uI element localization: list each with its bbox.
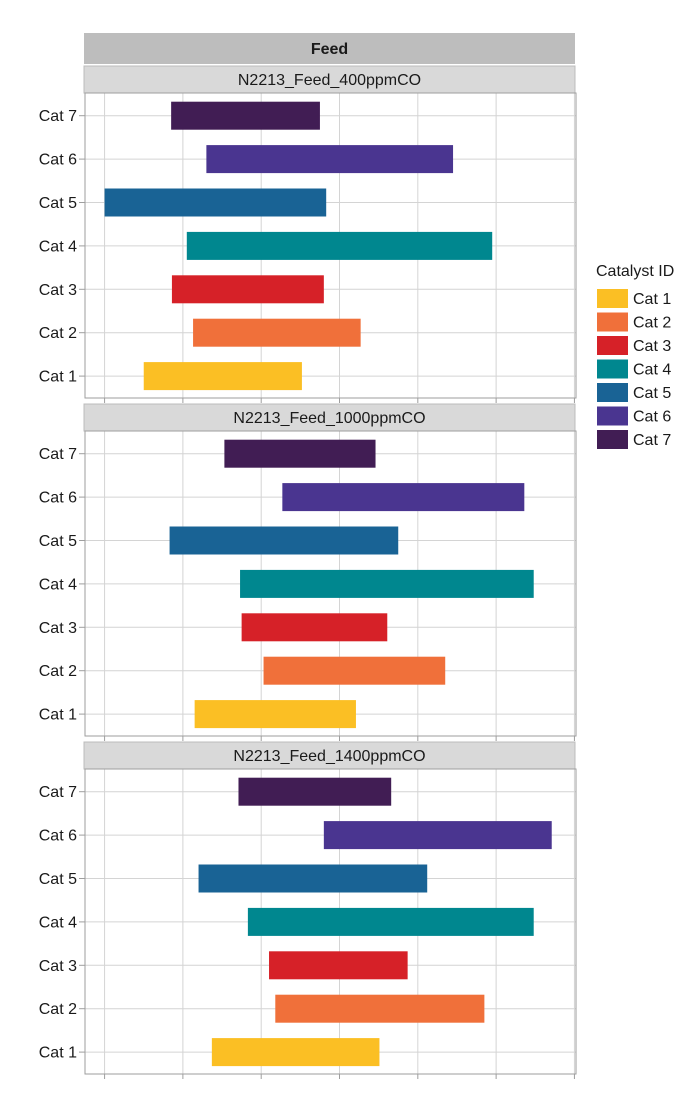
- y-tick-label: Cat 6: [39, 152, 77, 169]
- legend-label: Cat 2: [633, 315, 671, 332]
- plot-border: [84, 430, 577, 737]
- y-tick-label: Cat 4: [39, 238, 77, 255]
- bar-cat-7: [171, 101, 320, 130]
- y-tick-label: Cat 6: [39, 490, 77, 507]
- bar-cat-1: [194, 700, 356, 729]
- bar-cat-3: [171, 275, 324, 304]
- y-tick-label: Cat 5: [39, 195, 77, 212]
- y-tick-label: Cat 6: [39, 828, 77, 845]
- bar-cat-1: [211, 1038, 380, 1067]
- bar-cat-3: [269, 951, 408, 980]
- bar-cat-2: [193, 318, 361, 347]
- panel-strip: [83, 403, 576, 432]
- y-tick-label: Cat 5: [39, 871, 77, 888]
- y-tick-label: Cat 3: [39, 620, 77, 637]
- y-tick-label: Cat 2: [39, 663, 77, 680]
- legend-swatch: [597, 430, 628, 449]
- y-tick-label: Cat 4: [39, 914, 77, 931]
- y-tick-label: Cat 7: [39, 446, 77, 463]
- bar-cat-1: [143, 362, 302, 391]
- panel-strip-label: N2213_Feed_1400ppmCO: [233, 748, 425, 765]
- legend-swatch: [597, 406, 628, 426]
- y-tick-label: Cat 2: [39, 1001, 77, 1018]
- legend-swatch: [597, 312, 628, 332]
- bar-cat-4: [186, 231, 493, 260]
- legend: Catalyst ID Cat 1 Cat 2 Cat 3 Cat 4 Cat 5 Cat …: [596, 263, 674, 449]
- bar-cat-2: [275, 994, 485, 1023]
- bar-cat-4: [247, 907, 534, 936]
- feed-header-title: Feed: [311, 41, 348, 58]
- legend-swatch: [597, 336, 628, 355]
- panel-strip: [83, 65, 576, 94]
- bar-cat-6: [323, 821, 552, 850]
- bar-cat-3: [241, 613, 388, 642]
- bar-cat-5: [198, 864, 428, 893]
- legend-label: Cat 4: [633, 362, 671, 379]
- plot-border: [84, 92, 577, 399]
- legend-label: Cat 3: [633, 338, 671, 355]
- bar-cat-2: [263, 656, 446, 685]
- y-tick-label: Cat 1: [39, 369, 77, 386]
- panel-strip-label: N2213_Feed_1000ppmCO: [233, 410, 425, 427]
- panel-3: N2213_Feed_1400ppmCO Cat 7 Cat 6 Cat 5 Cat 4…: [39, 741, 577, 1079]
- legend-label: Cat 5: [633, 385, 671, 402]
- legend-swatch: [597, 383, 628, 402]
- legend-label: Cat 1: [633, 291, 671, 308]
- panel-1: N2213_Feed_400ppmCO Cat 7 Cat 6 Cat 5 Cat 4 C…: [39, 65, 577, 403]
- legend-swatch: [597, 289, 628, 308]
- bar-cat-5: [104, 188, 327, 217]
- bar-cat-7: [224, 439, 376, 468]
- y-tick-label: Cat 7: [39, 784, 77, 801]
- panel-strip-label: N2213_Feed_400ppmCO: [238, 72, 421, 89]
- y-tick-label: Cat 1: [39, 1045, 77, 1062]
- legend-label: Cat 6: [633, 409, 671, 426]
- bar-cat-6: [282, 483, 525, 512]
- y-tick-label: Cat 5: [39, 533, 77, 550]
- legend-label: Cat 7: [633, 432, 671, 449]
- legend-title: Catalyst ID: [596, 263, 674, 280]
- y-tick-label: Cat 2: [39, 325, 77, 342]
- y-tick-label: Cat 4: [39, 576, 77, 593]
- panel-2: N2213_Feed_1000ppmCO Cat 7 Cat 6 Cat 5 Cat 4…: [39, 403, 577, 741]
- y-tick-label: Cat 7: [39, 108, 77, 125]
- feed-header-box: [84, 33, 575, 64]
- bar-cat-6: [206, 145, 454, 174]
- bar-cat-5: [169, 526, 399, 555]
- legend-swatch: [597, 359, 628, 379]
- panel-strip: [83, 741, 576, 770]
- y-tick-label: Cat 3: [39, 958, 77, 975]
- plot-border: [84, 768, 577, 1075]
- bar-cat-4: [240, 569, 534, 598]
- bar-cat-7: [238, 777, 392, 806]
- y-tick-label: Cat 3: [39, 282, 77, 299]
- y-tick-label: Cat 1: [39, 707, 77, 724]
